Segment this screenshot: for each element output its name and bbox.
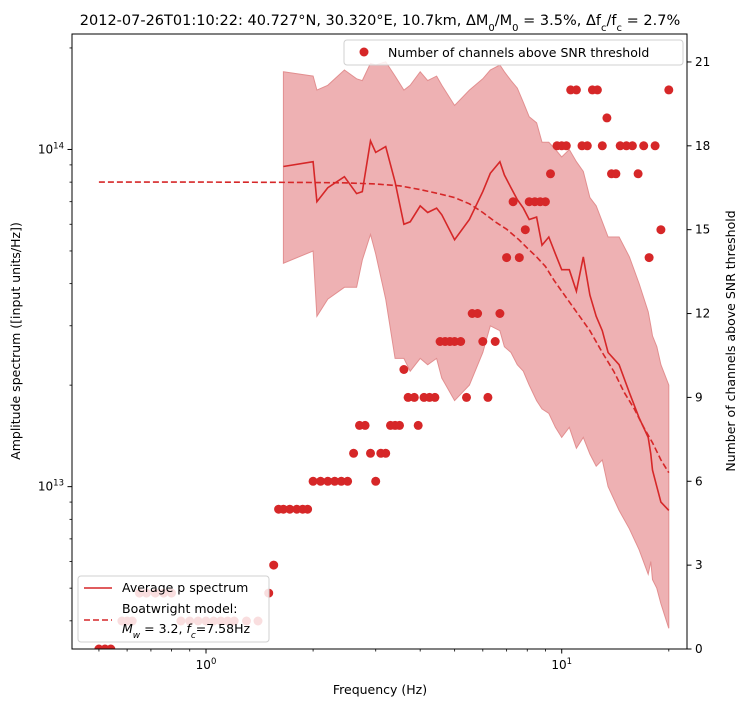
channel-count-point xyxy=(502,253,512,263)
legend-scatter: Number of channels above SNR threshold xyxy=(343,39,684,66)
x-tick-label: 100 xyxy=(196,657,217,672)
y-right-tick-label: 18 xyxy=(695,139,710,153)
plot-area xyxy=(94,61,674,649)
y-left-tick-label: 1013 xyxy=(38,479,64,494)
channel-count-point xyxy=(639,141,649,151)
boatwright-model-line xyxy=(98,181,670,474)
channel-count-point xyxy=(592,85,602,95)
channel-count-point xyxy=(495,309,505,318)
channel-count-point xyxy=(413,420,423,430)
x-axis-label: Frequency (Hz) xyxy=(333,682,427,697)
channel-count-point xyxy=(514,253,524,263)
channel-count-point xyxy=(371,476,381,486)
channel-count-point xyxy=(627,141,637,151)
channel-count-point xyxy=(316,476,326,486)
average-spectrum-line xyxy=(283,138,670,511)
channel-count-point xyxy=(508,197,518,207)
channel-count-point xyxy=(602,113,612,123)
channel-count-point xyxy=(403,392,413,402)
y-right-tick-label: 9 xyxy=(695,390,703,404)
channel-count-point xyxy=(644,253,654,263)
y-axis-left-label: Amplitude spectrum ([input units/Hz]) xyxy=(8,222,23,460)
channel-count-point xyxy=(462,392,471,402)
channel-count-point xyxy=(473,309,483,318)
channel-count-point xyxy=(611,169,621,179)
legend-scatter-marker xyxy=(359,47,369,57)
channel-count-point xyxy=(399,365,409,374)
channel-count-point xyxy=(571,85,581,95)
channel-count-point xyxy=(395,420,404,430)
legend-average-label: Average p spectrum xyxy=(122,580,248,595)
channel-count-point xyxy=(664,85,674,95)
channel-count-point xyxy=(343,476,353,486)
channel-count-point xyxy=(106,644,116,649)
channel-count-point xyxy=(540,197,550,207)
channel-count-point xyxy=(615,141,625,151)
y-axis-right-label: Number of channels above SNR threshold xyxy=(723,210,738,471)
channel-count-point xyxy=(456,337,466,346)
channel-count-point xyxy=(269,560,279,570)
channel-count-point xyxy=(330,476,340,486)
channel-count-point xyxy=(546,169,555,179)
channel-count-point xyxy=(561,141,571,151)
channel-count-point xyxy=(323,476,333,486)
y-left-tick-label: 1014 xyxy=(38,141,64,156)
channel-count-point xyxy=(633,169,643,179)
channel-count-point xyxy=(582,141,592,151)
channel-count-point xyxy=(381,448,391,458)
y-right-tick-label: 6 xyxy=(695,474,703,488)
uncertainty-band xyxy=(282,61,670,629)
channel-count-point xyxy=(483,392,493,402)
legend-scatter-label: Number of channels above SNR threshold xyxy=(388,45,649,60)
channel-count-point xyxy=(303,504,313,514)
chart-title: 2012-07-26T01:10:22: 40.727°N, 30.320°E,… xyxy=(80,13,680,34)
channel-count-point xyxy=(490,337,500,346)
channel-count-point xyxy=(308,476,318,486)
axes: 100 101 1013 1014 0 3 6 9 12 15 18 21 xyxy=(38,33,710,672)
channel-count-point xyxy=(478,337,488,346)
y-right-tick-label: 12 xyxy=(695,307,710,321)
y-right-tick-label: 0 xyxy=(695,642,703,656)
channel-count-point xyxy=(409,392,419,402)
y-right-tick-label: 21 xyxy=(695,55,710,69)
channel-count-point xyxy=(360,420,370,430)
channel-count-point xyxy=(349,448,359,458)
legend-model-label-line2: Mw = 3.2, fc=7.58Hz xyxy=(122,621,250,641)
y-right-tick-label: 15 xyxy=(695,223,710,237)
channel-count-point xyxy=(650,141,660,151)
channel-count-point xyxy=(656,225,666,235)
channel-count-point xyxy=(366,448,375,458)
y-right-tick-label: 3 xyxy=(695,558,703,572)
legend-lines: Average p spectrum Boatwright model: Mw … xyxy=(77,575,270,643)
channel-count-point xyxy=(430,392,440,402)
plot-frame xyxy=(71,33,688,650)
legend-model-label-line1: Boatwright model: xyxy=(122,601,238,616)
channel-count-point xyxy=(520,225,530,235)
channel-count-point xyxy=(336,476,346,486)
channel-count-point xyxy=(597,141,607,151)
channel-count-point xyxy=(285,504,295,514)
x-tick-label: 101 xyxy=(551,657,572,672)
channel-count-point xyxy=(278,504,288,514)
